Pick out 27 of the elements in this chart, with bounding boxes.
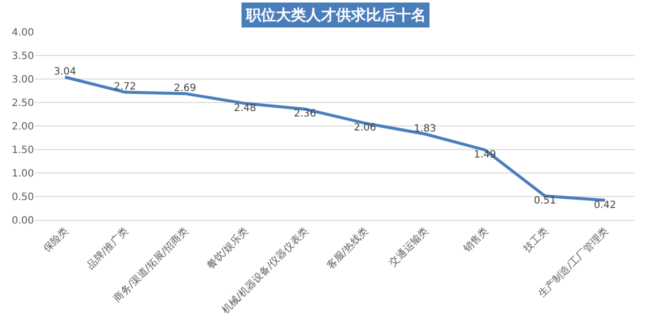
data-label: 1.83	[414, 123, 436, 134]
x-tick-label: 客服/热线类	[324, 225, 371, 272]
data-label: 2.69	[174, 83, 196, 94]
data-label: 0.42	[594, 200, 616, 211]
x-tick-label: 品牌/推广类	[84, 225, 131, 272]
x-tick-label: 技工类	[520, 225, 551, 256]
y-tick-label: 4.00	[12, 28, 34, 38]
data-label: 2.06	[354, 122, 376, 134]
y-tick-label: 2.00	[12, 122, 34, 132]
y-tick-label: 3.50	[12, 51, 34, 62]
y-tick-label: 1.00	[12, 168, 34, 180]
y-tick-label: 3.00	[12, 74, 34, 86]
data-label: 2.72	[114, 82, 136, 93]
y-tick-label: 0.50	[12, 192, 34, 203]
y-tick-label: 1.50	[12, 145, 34, 156]
y-tick-label: 0.00	[12, 216, 34, 226]
x-tick-label: 交通运输类	[386, 225, 431, 270]
chart-title: 职位大类人才供求比后十名	[245, 6, 426, 24]
data-label: 2.48	[234, 102, 256, 114]
data-label: 2.36	[294, 108, 316, 120]
x-tick-label: 餐饮/娱乐类	[204, 225, 251, 272]
x-tick-label: 保险类	[40, 225, 71, 255]
data-label: 0.51	[534, 196, 556, 207]
data-label: 3.04	[54, 66, 76, 78]
line-series	[64, 76, 606, 202]
y-tick-label: 2.50	[12, 98, 34, 109]
x-tick-label: 销售类	[460, 225, 491, 256]
